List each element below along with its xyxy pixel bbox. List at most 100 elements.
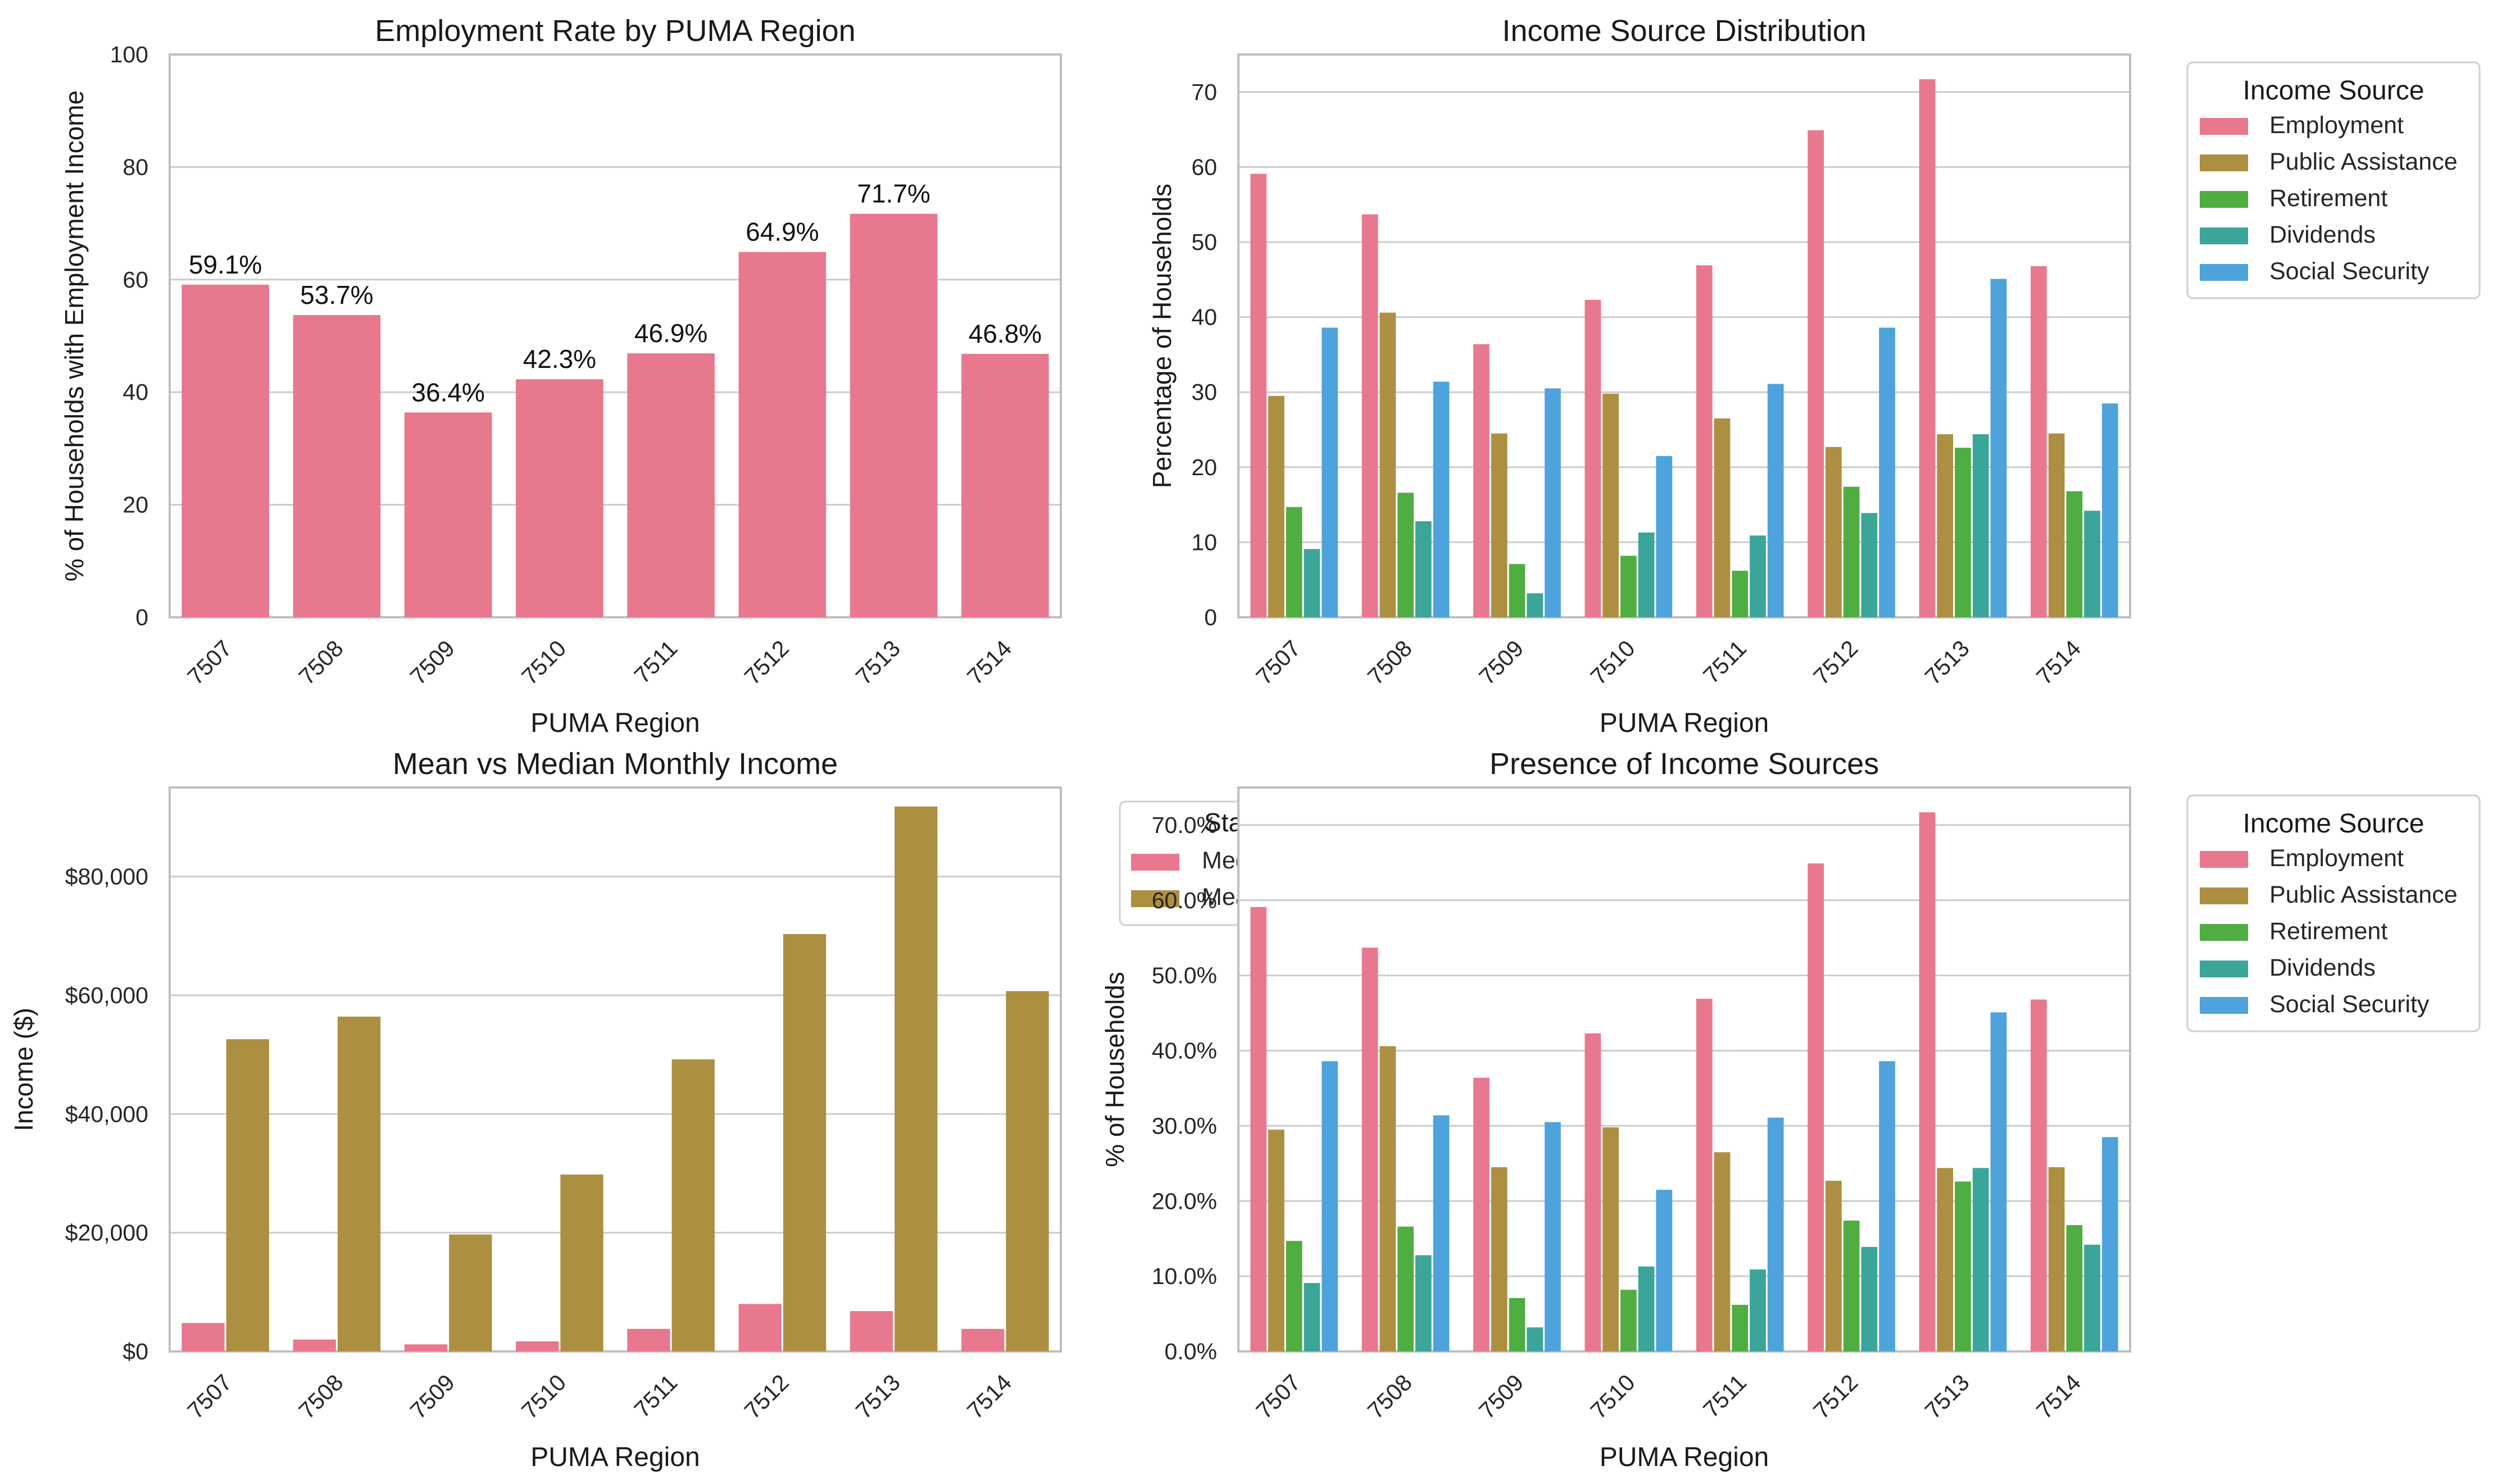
bar [1825, 1181, 1842, 1351]
bar [1767, 1117, 1784, 1351]
bar [1361, 214, 1378, 617]
y-tick-label: 0 [1204, 604, 1217, 630]
panel-4-occluder [1238, 787, 2130, 934]
axes-frame [169, 786, 1062, 1353]
y-tick-label: 60 [122, 267, 148, 293]
bar [1656, 456, 1673, 617]
bar [1955, 1181, 1971, 1351]
legend-swatch [2200, 154, 2248, 171]
y-tick-label: 10 [1191, 529, 1217, 555]
bar [1714, 418, 1731, 617]
bar [516, 1341, 559, 1351]
y-axis-label: Percentage of Households [1147, 184, 1177, 488]
bar [1509, 1298, 1526, 1351]
bar [1006, 991, 1049, 1351]
chart-layers: 02040608010059.1%53.7%36.4%42.3%46.9%64.… [9, 14, 2481, 1472]
x-axis-label: PUMA Region [530, 708, 700, 738]
y-tick-label: 40 [122, 379, 148, 405]
bar [1268, 395, 1284, 617]
legend-swatch [1131, 890, 1179, 907]
bar [1473, 344, 1490, 617]
bar [2101, 403, 2118, 617]
bar [1825, 447, 1842, 617]
legend-label: Retirement [2269, 185, 2387, 212]
bar [1415, 521, 1432, 617]
data-label: 64.9% [746, 217, 819, 247]
legend-label: Employment [2269, 845, 2404, 872]
x-axis-label: PUMA Region [1600, 708, 1769, 738]
bar [181, 284, 269, 617]
bar [1527, 593, 1543, 617]
legend-label: Social Security [2269, 258, 2430, 285]
bar [1696, 999, 1713, 1351]
legend-swatch [2200, 851, 2248, 868]
bar [337, 1016, 381, 1351]
bar [1268, 1130, 1284, 1351]
legend-title: Income Source [2243, 76, 2425, 106]
y-tick-label: 10.0% [1152, 1263, 1217, 1289]
bar [738, 252, 827, 617]
y-tick-label: $80,000 [65, 864, 148, 890]
bar [1527, 1327, 1543, 1351]
bar [404, 1344, 448, 1351]
series-employment [1250, 79, 2047, 617]
bar [1732, 571, 1749, 617]
bar [2084, 1244, 2100, 1351]
bar [181, 1323, 225, 1351]
y-tick-label: $60,000 [65, 982, 148, 1008]
y-tick-label: $20,000 [65, 1220, 148, 1246]
legend-swatch [2200, 960, 2248, 977]
series-retirement [1286, 1181, 2083, 1351]
bar [1473, 1077, 1490, 1351]
bar [961, 1328, 1005, 1351]
legend-income-source-top: Income Source Employment Public Assistance… [2186, 61, 2481, 299]
chart-title: Income Source Distribution [1502, 14, 1866, 48]
bar [1415, 1255, 1432, 1351]
x-axis-label: PUMA Region [530, 1442, 700, 1472]
bar [961, 354, 1049, 617]
legend-label: Social Security [2269, 991, 2430, 1018]
series-dividends [1304, 1168, 2100, 1351]
data-label: 53.7% [300, 280, 373, 309]
y-tick-label: 20 [1191, 454, 1217, 480]
bar [1545, 388, 1561, 617]
bar [2066, 1225, 2083, 1351]
legend-title: Income Source [2243, 809, 2425, 839]
data-label: 42.3% [523, 344, 596, 374]
y-tick-label: 50.0% [1152, 963, 1217, 989]
bar [1937, 1168, 1954, 1351]
bar [895, 806, 938, 1351]
bar [783, 934, 827, 1351]
legend-swatch [2200, 264, 2248, 281]
bar [1322, 327, 1338, 617]
bar [1767, 384, 1784, 617]
axes-frame [1237, 53, 2131, 618]
data-label: 46.8% [969, 319, 1042, 348]
bar [1990, 279, 2007, 617]
bar [1714, 1152, 1731, 1351]
bar [1990, 1012, 2007, 1351]
legend-frame [2186, 61, 2481, 299]
bar [1937, 434, 1954, 617]
y-tick-label: $40,000 [65, 1101, 148, 1127]
bar [1379, 312, 1396, 617]
legend-income-source-bottom: Income Source Employment Public Assistance… [2186, 794, 2481, 1032]
bar [1286, 1241, 1302, 1351]
bar [1491, 433, 1508, 617]
legend-swatch [2200, 887, 2248, 904]
bar [1620, 556, 1637, 617]
bar [1808, 863, 1824, 934]
bar [1638, 532, 1655, 617]
bar [1955, 448, 1971, 617]
bar [293, 315, 381, 617]
bar [1585, 299, 1601, 617]
bar [293, 1339, 336, 1351]
bar [2030, 999, 2047, 1351]
data-label: 71.7% [857, 179, 930, 208]
bar [1379, 1046, 1396, 1351]
bar [1808, 130, 1824, 617]
bar [1656, 1190, 1673, 1351]
legend-swatch [2200, 118, 2248, 135]
